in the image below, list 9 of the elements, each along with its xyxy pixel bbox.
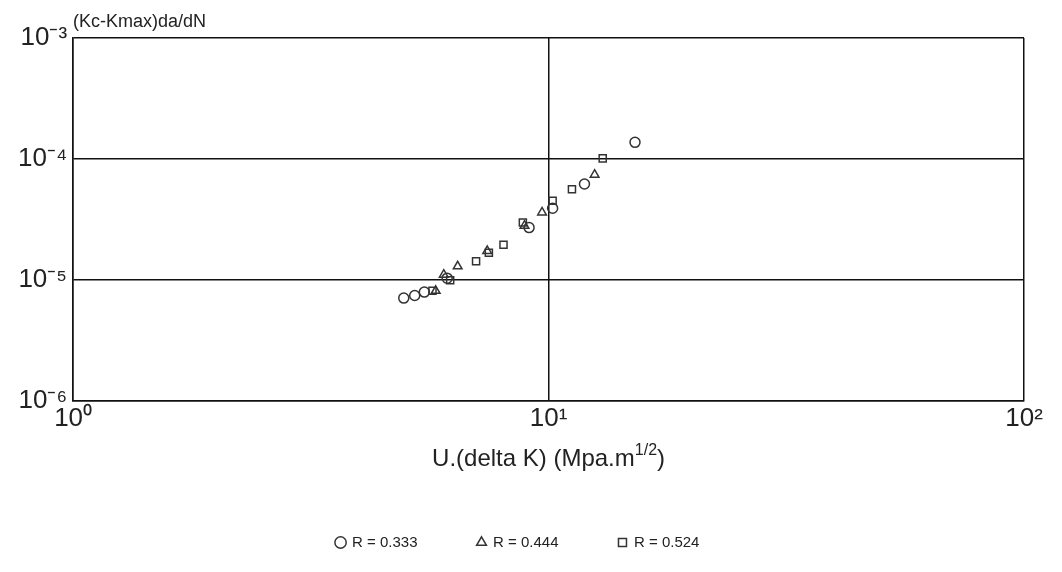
y-tick-label: 10⁻⁴: [18, 142, 68, 173]
y-axis-title: (Kc-Kmax)da/dN: [73, 10, 207, 31]
legend-label: R = 0.333: [352, 532, 418, 550]
legend-label: R = 0.444: [493, 532, 559, 550]
legend-label: R = 0.524: [633, 532, 700, 550]
x-tick-label: 10¹: [529, 402, 568, 433]
y-tick-label: 10⁻⁵: [18, 262, 68, 293]
x-tick-label: 10²: [1005, 402, 1044, 433]
y-tick-label: 10⁻³: [20, 21, 68, 52]
